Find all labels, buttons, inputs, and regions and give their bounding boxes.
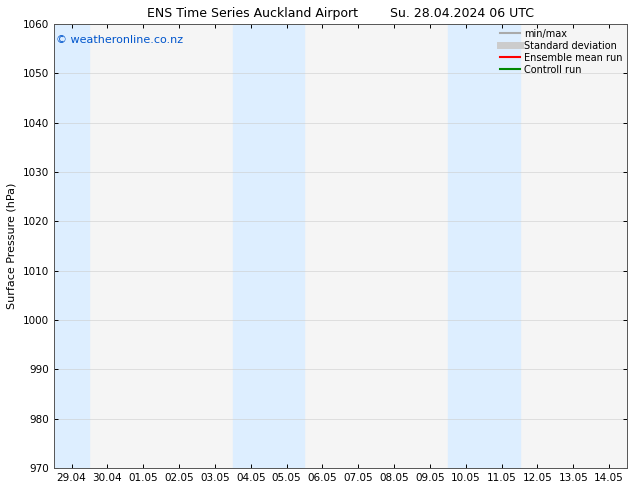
Y-axis label: Surface Pressure (hPa): Surface Pressure (hPa): [7, 183, 17, 309]
Bar: [448, 24, 519, 468]
Title: ENS Time Series Auckland Airport        Su. 28.04.2024 06 UTC: ENS Time Series Auckland Airport Su. 28.…: [147, 7, 534, 20]
Bar: [233, 24, 304, 468]
Bar: [54, 24, 89, 468]
Text: © weatheronline.co.nz: © weatheronline.co.nz: [56, 35, 184, 45]
Legend: min/max, Standard deviation, Ensemble mean run, Controll run: min/max, Standard deviation, Ensemble me…: [498, 27, 624, 76]
